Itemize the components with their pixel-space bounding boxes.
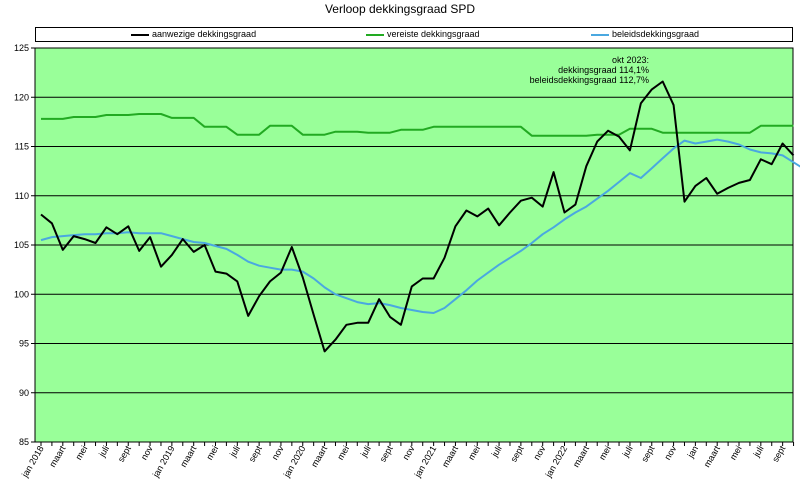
x-tick-label: mei xyxy=(728,444,744,462)
x-tick-label: maart xyxy=(702,444,722,469)
legend-label-aanwezige: aanwezige dekkingsgraad xyxy=(152,29,257,39)
x-tick-label: juli xyxy=(358,444,373,459)
y-tick-label: 105 xyxy=(14,240,29,250)
x-tick-label: juli xyxy=(751,444,766,459)
x-tick-label: mei xyxy=(73,444,89,462)
legend-item-beleids: beleidsdekkingsgraad xyxy=(591,29,699,39)
legend-swatch-vereiste xyxy=(366,33,384,36)
legend-swatch-aanwezige xyxy=(131,33,149,36)
x-tick-label: sept xyxy=(508,444,525,464)
x-tick-label: nov xyxy=(662,444,678,462)
legend-swatch-beleids xyxy=(591,33,609,36)
x-tick-label: jan 2018 xyxy=(19,444,45,480)
x-tick-label: maart xyxy=(571,444,591,469)
x-tick-label: maart xyxy=(440,444,460,469)
y-tick-label: 100 xyxy=(14,289,29,299)
y-tick-label: 85 xyxy=(19,437,29,447)
series-lines xyxy=(40,80,800,353)
legend-item-vereiste: vereiste dekkingsgraad xyxy=(366,29,480,39)
y-tick-label: 120 xyxy=(14,92,29,102)
y-axis: 85 90 95 100 105 110 115 120 125 xyxy=(14,43,35,447)
annotation-line-2: dekkingsgraad 114,1% xyxy=(558,65,649,75)
legend-item-aanwezige: aanwezige dekkingsgraad xyxy=(131,29,256,39)
chart-title: Verloop dekkingsgraad SPD xyxy=(324,2,476,16)
y-tick-label: 90 xyxy=(19,388,29,398)
x-tick-label: mei xyxy=(204,444,220,462)
x-tick-label: nov xyxy=(270,444,286,462)
annotation-line-1: okt 2023: xyxy=(612,55,649,65)
series-line-1 xyxy=(41,113,794,137)
x-tick-label: jan xyxy=(685,444,700,460)
x-tick-label: juli xyxy=(97,444,112,459)
x-tick-label: mei xyxy=(597,444,613,462)
annotation: okt 2023: dekkingsgraad 114,1% beleidsde… xyxy=(530,55,649,85)
x-tick-label: nov xyxy=(139,444,155,462)
y-tick-label: 95 xyxy=(19,339,29,349)
x-tick-label: sept xyxy=(247,444,264,464)
x-tick-label: juli xyxy=(227,444,242,459)
legend-label-beleids: beleidsdekkingsgraad xyxy=(612,29,700,39)
x-tick-label: sept xyxy=(116,444,133,464)
x-tick-label: nov xyxy=(532,444,548,462)
y-tick-label: 110 xyxy=(15,191,29,201)
x-tick-label: mei xyxy=(466,444,482,462)
series-line-0 xyxy=(40,80,795,353)
x-tick-label: sept xyxy=(378,444,395,464)
y-tick-label: 115 xyxy=(15,142,29,152)
legend: aanwezige dekkingsgraad vereiste dekking… xyxy=(35,27,793,42)
y-tick-label: 125 xyxy=(14,43,29,53)
x-tick-label: juli xyxy=(620,444,635,459)
x-tick-label: maart xyxy=(309,444,329,469)
x-tick-label: maart xyxy=(47,444,67,469)
legend-label-vereiste: vereiste dekkingsgraad xyxy=(387,29,480,39)
x-tick-label: nov xyxy=(401,444,417,462)
x-tick-label: mei xyxy=(335,444,351,462)
x-tick-label: sept xyxy=(639,444,656,464)
x-tick-label: sept xyxy=(770,444,787,464)
x-tick-label: maart xyxy=(178,444,198,469)
x-tick-label: juli xyxy=(489,444,504,459)
annotation-line-3: beleidsdekkingsgraad 112,7% xyxy=(530,75,649,85)
